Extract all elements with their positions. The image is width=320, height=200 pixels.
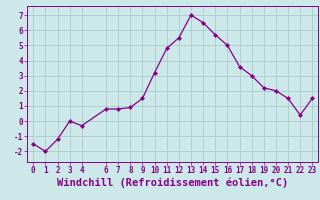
X-axis label: Windchill (Refroidissement éolien,°C): Windchill (Refroidissement éolien,°C) (57, 178, 288, 188)
